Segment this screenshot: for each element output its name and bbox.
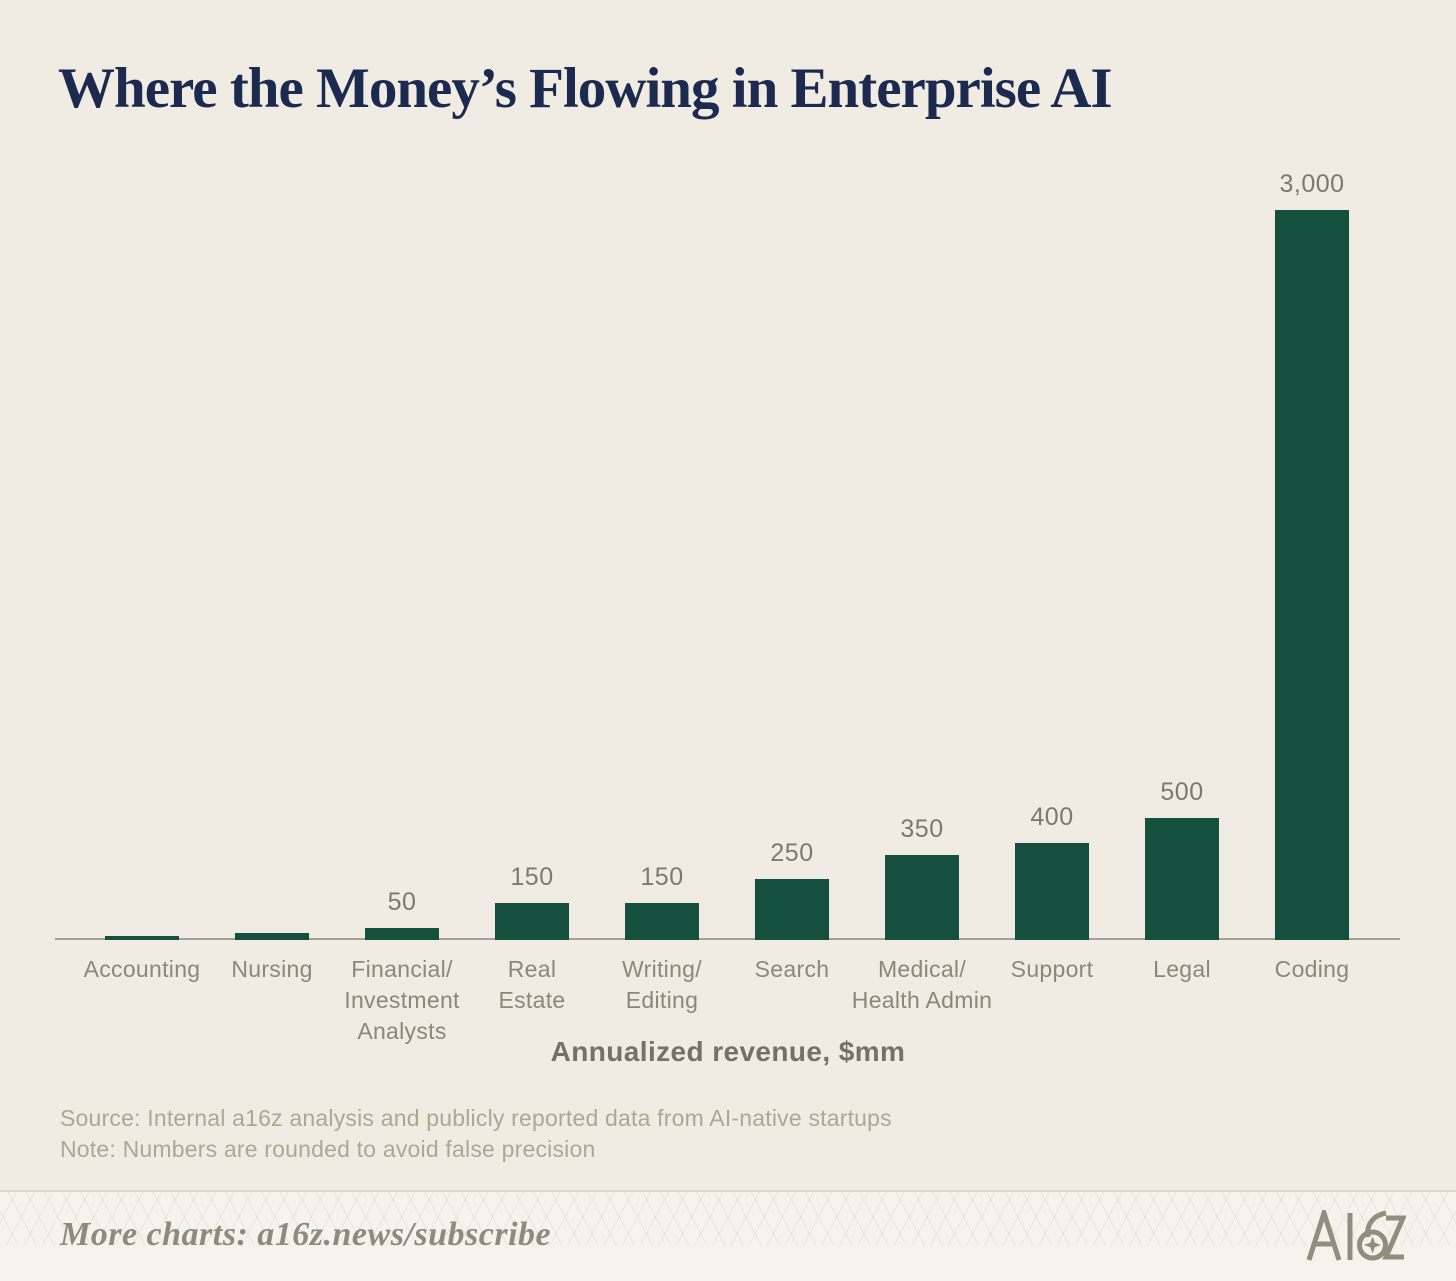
value-label-search: 250 bbox=[770, 839, 814, 867]
category-label-medical-health-admin: Medical/Health Admin bbox=[851, 956, 993, 1013]
category-label-coding: Coding bbox=[1274, 956, 1350, 982]
category-label-support: Support bbox=[1010, 956, 1094, 982]
category-label-legal: Legal bbox=[1153, 956, 1211, 982]
value-label-writing-editing: 150 bbox=[640, 863, 684, 891]
x-axis-line bbox=[55, 938, 1400, 940]
value-label-coding: 3,000 bbox=[1279, 170, 1345, 198]
x-axis-title: Annualized revenue, $mm bbox=[550, 1036, 906, 1067]
bar-real-estate bbox=[495, 903, 569, 940]
note-line: Note: Numbers are rounded to avoid false… bbox=[60, 1136, 596, 1162]
category-label-writing-editing: Writing/Editing bbox=[622, 956, 702, 1013]
value-label-real-estate: 150 bbox=[510, 863, 554, 891]
bar-accounting bbox=[105, 936, 179, 940]
bar-legal bbox=[1145, 818, 1219, 940]
source-note-block: Source: Internal a16z analysis and publi… bbox=[60, 1103, 892, 1165]
bar-nursing bbox=[235, 933, 309, 940]
bar-coding bbox=[1275, 210, 1349, 940]
source-line: Source: Internal a16z analysis and publi… bbox=[60, 1105, 892, 1131]
bar-support bbox=[1015, 843, 1089, 940]
value-label-financial-investment-analysts: 50 bbox=[387, 888, 417, 916]
footer-strip: More charts: a16z.news/subscribe bbox=[0, 1190, 1456, 1281]
category-label-nursing: Nursing bbox=[231, 956, 313, 982]
category-label-search: Search bbox=[754, 956, 830, 982]
bar-medical-health-admin bbox=[885, 855, 959, 940]
bar-financial-investment-analysts bbox=[365, 928, 439, 940]
a16z-logo-icon bbox=[1306, 1204, 1407, 1267]
value-label-medical-health-admin: 350 bbox=[900, 815, 944, 843]
bar-writing-editing bbox=[625, 903, 699, 940]
category-label-financial-investment-analysts: Financial/Investment Analysts bbox=[344, 956, 460, 1044]
more-charts-link: More charts: a16z.news/subscribe bbox=[60, 1216, 552, 1253]
value-label-legal: 500 bbox=[1160, 778, 1204, 806]
chart-title: Where the Money’s Flowing in Enterprise … bbox=[58, 57, 1113, 120]
value-label-support: 400 bbox=[1030, 803, 1074, 831]
category-label-accounting: Accounting bbox=[83, 956, 201, 982]
category-label-real-estate: Real Estate bbox=[498, 956, 566, 1013]
bar-search bbox=[755, 879, 829, 940]
